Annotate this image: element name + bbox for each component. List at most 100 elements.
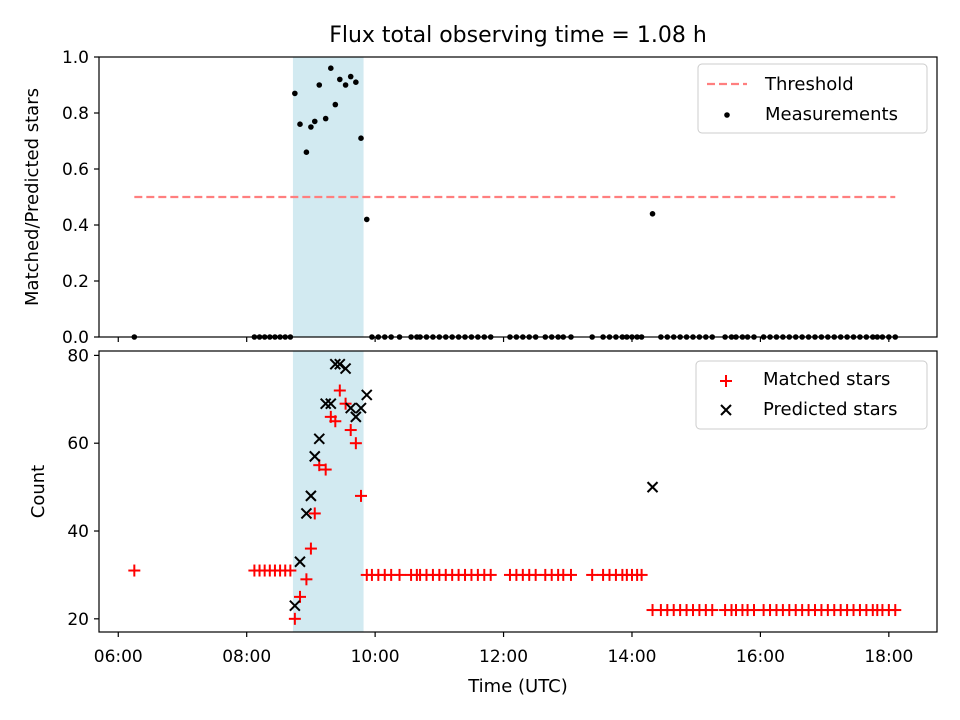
predicted-star-marker	[355, 402, 367, 414]
predicted-star-marker	[319, 397, 332, 410]
measurement-point	[292, 90, 298, 97]
measurement-point	[311, 118, 318, 125]
marker-stroke	[646, 481, 659, 493]
measurement-point	[337, 76, 343, 83]
measurement-point	[328, 65, 334, 71]
count-panel: 20 40 60 80 06:00 08:00 10:00 12:00 14:00 16:00 1…	[28, 346, 938, 697]
y-tick-label: 0.0	[62, 328, 89, 348]
marker-stroke	[355, 402, 367, 414]
matched-star-marker	[329, 415, 342, 428]
predicted-star-marker	[305, 490, 317, 502]
predicted-star-marker	[294, 556, 306, 568]
measurement-point	[363, 216, 370, 223]
matched-star-marker	[308, 507, 321, 520]
matched-star-marker	[706, 604, 719, 617]
y-tick-label: 0.2	[62, 272, 89, 292]
predicted-star-marker	[350, 411, 362, 423]
marker-stroke	[350, 411, 362, 423]
predicted-stars-points	[289, 358, 659, 612]
observing-span-bottom	[292, 351, 364, 632]
matched-star-marker	[349, 437, 362, 450]
x-tick-label: 10:00	[351, 647, 400, 667]
predicted-star-marker	[313, 433, 325, 445]
marker-stroke	[309, 450, 321, 463]
measurement-point	[297, 121, 303, 127]
measurement-point	[358, 135, 364, 141]
matched-star-marker	[319, 463, 332, 476]
matched-star-marker	[128, 564, 141, 577]
measurement-point	[303, 149, 310, 155]
marker-stroke	[319, 397, 332, 410]
measurement-point	[308, 124, 314, 130]
top-y-axis-label: Matched/Predicted stars	[22, 88, 43, 306]
predicted-star-marker	[289, 599, 301, 612]
matched-star-marker	[284, 564, 297, 577]
marker-stroke	[305, 490, 317, 502]
legend-measurements-label: Measurements	[765, 104, 898, 125]
marker-stroke	[300, 507, 313, 520]
matched-star-marker	[333, 384, 346, 397]
top-legend: Threshold Measurements	[697, 63, 928, 134]
matched-star-marker	[393, 568, 406, 581]
legend-matched-swatch	[720, 375, 732, 387]
predicted-star-marker	[300, 507, 313, 520]
bottom-x-ticks: 06:00 08:00 10:00 12:00 14:00 16:00 18:00	[94, 632, 913, 667]
top-x-ticks	[117, 337, 890, 342]
x-tick-label: 08:00	[222, 647, 271, 667]
top-y-ticks: 0.0 0.2 0.4 0.6 0.8 1.0	[62, 48, 99, 348]
marker-stroke	[313, 433, 325, 445]
marker-stroke	[294, 556, 306, 568]
y-tick-label: 80	[67, 346, 89, 366]
marker-stroke	[339, 362, 352, 375]
legend-predicted-label: Predicted stars	[763, 399, 897, 420]
marker-stroke	[329, 358, 342, 370]
matched-star-marker	[484, 568, 497, 581]
predicted-star-marker	[339, 362, 352, 375]
top-axes-frame	[98, 56, 938, 338]
marker-stroke	[345, 402, 357, 414]
measurement-point	[353, 79, 359, 85]
bottom-y-ticks: 20 40 60 80	[67, 346, 99, 630]
measurement-point	[347, 73, 354, 80]
measurement-point	[316, 82, 323, 88]
bottom-legend-box	[695, 360, 928, 430]
bottom-y-axis-label: Count	[28, 465, 49, 518]
marker-stroke	[325, 397, 337, 410]
top-legend-box	[697, 63, 928, 134]
measurement-point	[649, 211, 656, 217]
legend-threshold-label: Threshold	[764, 74, 854, 95]
x-axis-label: Time (UTC)	[467, 676, 568, 697]
measurement-point	[342, 82, 349, 88]
matched-stars-points	[128, 384, 902, 625]
x-tick-label: 12:00	[479, 647, 528, 667]
x-tick-label: 06:00	[94, 647, 143, 667]
legend-predicted-swatch	[720, 404, 732, 416]
y-tick-label: 0.6	[62, 160, 89, 180]
predicted-star-marker	[646, 481, 659, 493]
matched-star-marker	[344, 424, 357, 437]
matched-star-marker	[586, 568, 599, 581]
x-tick-label: 16:00	[736, 647, 785, 667]
y-tick-label: 20	[67, 610, 89, 630]
legend-measurements-swatch	[724, 112, 730, 118]
x-tick-label: 14:00	[607, 647, 656, 667]
legend-matched-label: Matched stars	[763, 369, 890, 390]
predicted-star-marker	[325, 397, 337, 410]
y-tick-label: 1.0	[62, 48, 89, 68]
predicted-star-marker	[345, 402, 357, 414]
y-tick-label: 60	[67, 434, 89, 454]
marker-stroke	[289, 599, 301, 612]
measurement-point	[332, 101, 339, 108]
matched-star-marker	[564, 568, 577, 581]
matched-star-marker	[300, 573, 313, 586]
measurement-point	[322, 115, 329, 122]
y-tick-label: 40	[67, 522, 89, 542]
matched-star-marker	[354, 489, 367, 502]
predicted-star-marker	[361, 389, 373, 401]
y-tick-label: 0.8	[62, 104, 89, 124]
ratio-panel: 0.0 0.2 0.4 0.6 0.8 1.0 Matched/Predicted sta…	[22, 48, 938, 348]
marker-stroke	[334, 358, 346, 370]
matched-star-marker	[288, 612, 301, 625]
matched-star-marker	[635, 568, 648, 581]
